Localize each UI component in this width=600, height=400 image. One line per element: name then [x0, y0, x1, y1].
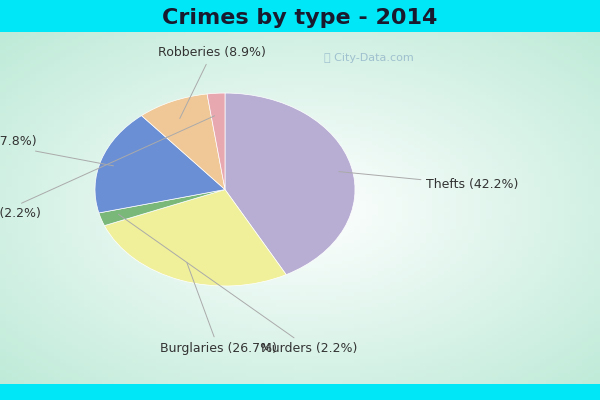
- Text: ⓘ City-Data.com: ⓘ City-Data.com: [324, 52, 413, 62]
- Text: Crimes by type - 2014: Crimes by type - 2014: [163, 8, 437, 28]
- Text: Burglaries (26.7%): Burglaries (26.7%): [160, 263, 277, 355]
- Text: Rapes (2.2%): Rapes (2.2%): [0, 116, 215, 220]
- Text: Robberies (8.9%): Robberies (8.9%): [158, 46, 266, 118]
- Wedge shape: [104, 190, 286, 286]
- Wedge shape: [142, 94, 225, 190]
- Text: Murders (2.2%): Murders (2.2%): [118, 214, 358, 355]
- Wedge shape: [95, 116, 225, 213]
- Wedge shape: [225, 93, 355, 275]
- Text: Assaults (17.8%): Assaults (17.8%): [0, 135, 113, 166]
- Wedge shape: [207, 93, 225, 190]
- Text: Thefts (42.2%): Thefts (42.2%): [339, 172, 519, 191]
- Wedge shape: [99, 190, 225, 226]
